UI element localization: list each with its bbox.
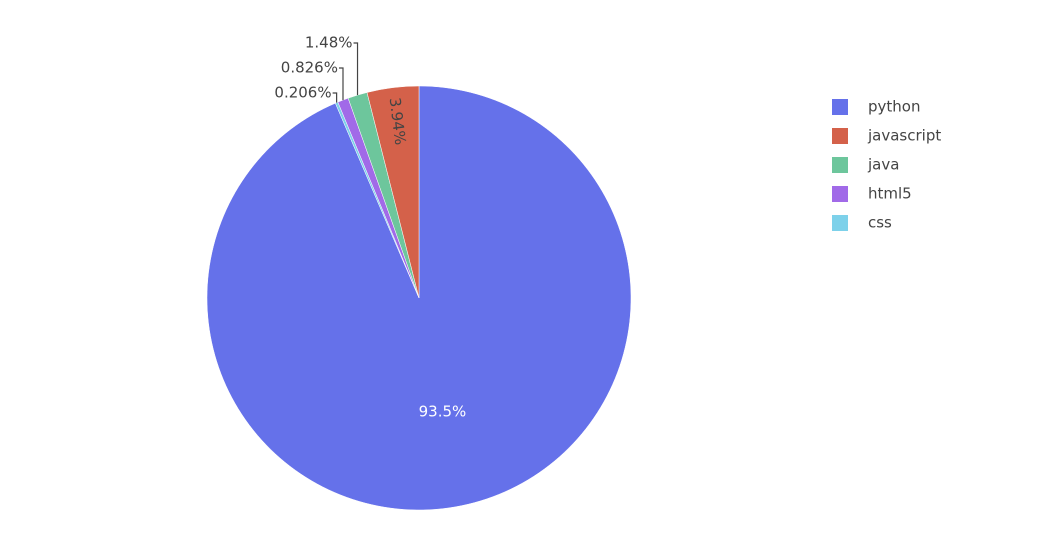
legend-label: python — [868, 98, 920, 116]
legend-swatch — [832, 128, 848, 144]
slice-label: 3.94% — [386, 96, 410, 146]
pie-slice — [366, 85, 420, 299]
legend-label: javascript — [867, 127, 941, 145]
legend-swatch — [832, 215, 848, 231]
legend-label: java — [867, 156, 899, 174]
leader-line — [332, 92, 338, 103]
legend-swatch — [832, 157, 848, 173]
slice-label: 1.48% — [305, 34, 353, 52]
legend-swatch — [832, 99, 848, 115]
legend-swatch — [832, 186, 848, 202]
slice-label: 0.826% — [281, 59, 338, 77]
legend-label: html5 — [868, 185, 912, 203]
slice-label: 93.5% — [419, 403, 467, 421]
leader-line — [353, 42, 359, 96]
slice-label: 0.206% — [274, 84, 331, 102]
legend-label: css — [868, 214, 892, 232]
leader-line — [338, 67, 344, 101]
